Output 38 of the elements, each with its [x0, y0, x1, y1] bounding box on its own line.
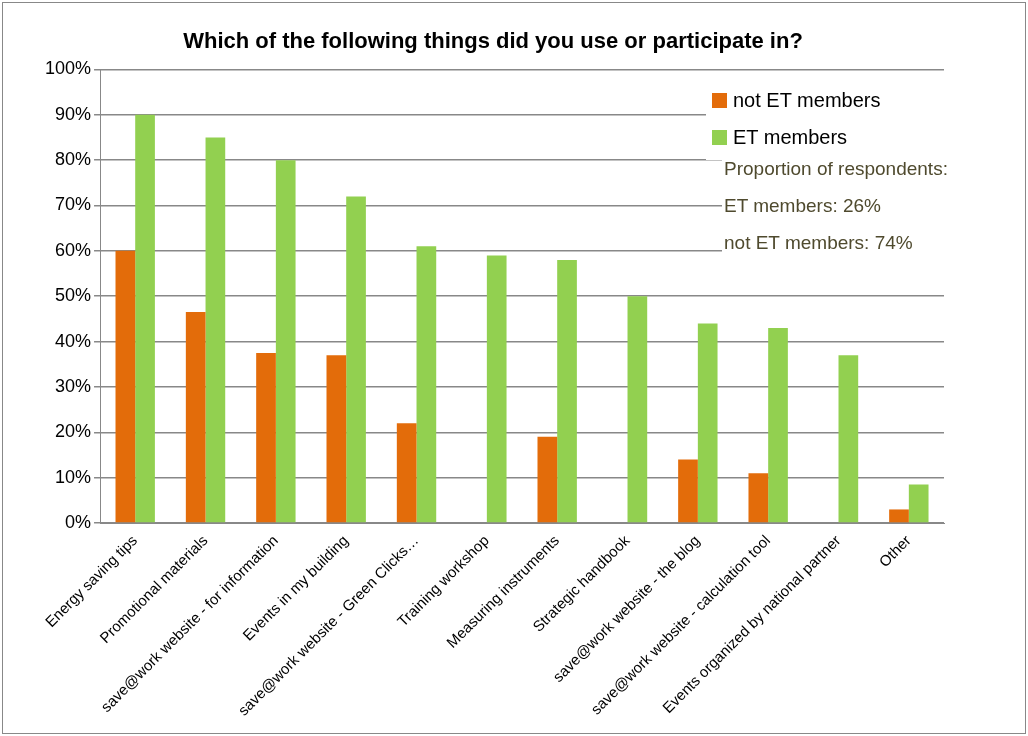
- bar: [346, 196, 366, 523]
- y-tick-label: 0%: [65, 512, 92, 533]
- annotation: Proportion of respondents:: [724, 157, 948, 181]
- bar: [889, 509, 909, 523]
- annotation: not ET members: 74%: [724, 231, 914, 255]
- y-tick-label: 50%: [55, 285, 92, 306]
- bar: [908, 484, 929, 523]
- y-tick-label: 60%: [55, 239, 92, 260]
- annotation: ET members: 26%: [724, 194, 882, 218]
- bar: [396, 423, 417, 523]
- bar: [115, 250, 136, 523]
- bar: [697, 323, 718, 523]
- bar: [416, 246, 437, 523]
- legend-label: ET members: [733, 126, 848, 149]
- bar: [627, 296, 648, 523]
- bar: [537, 436, 558, 523]
- y-tick-label: 100%: [44, 58, 92, 79]
- chart-title: Which of the following things did you use or participate in?: [183, 28, 803, 54]
- y-tick-label: 30%: [55, 375, 92, 396]
- y-tick-label: 40%: [55, 330, 92, 351]
- y-tick-label: 80%: [55, 149, 92, 170]
- bar: [256, 352, 276, 523]
- bar: [205, 137, 226, 523]
- bar: [748, 473, 769, 523]
- y-tick-label: 90%: [55, 103, 92, 124]
- y-tick-label: 10%: [55, 466, 92, 487]
- y-tick-label: 20%: [55, 421, 92, 442]
- bar: [678, 459, 698, 523]
- bar: [135, 114, 155, 523]
- bar: [326, 355, 347, 523]
- y-tick-label: 70%: [55, 194, 92, 215]
- bar: [838, 355, 859, 523]
- bar: [768, 327, 788, 523]
- bar: [557, 259, 577, 523]
- bar: [185, 312, 206, 523]
- bar: [486, 255, 507, 523]
- legend-label: not ET members: [733, 89, 881, 112]
- bar: [275, 160, 296, 523]
